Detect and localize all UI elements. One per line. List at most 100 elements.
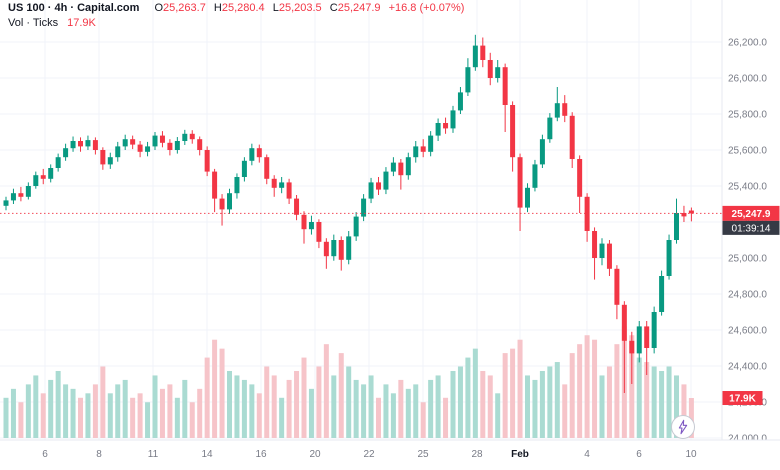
candle [234,173,240,199]
volume-bar [525,375,530,438]
svg-text:25,400.0: 25,400.0 [728,182,767,193]
svg-text:25,800.0: 25,800.0 [728,110,767,121]
candle [25,182,31,200]
low-label: L [272,2,279,14]
candle [480,37,486,68]
candle [592,227,598,280]
candle [63,143,69,161]
volume-bar [48,379,54,438]
volume-bar [495,393,501,438]
volume-bar [279,397,285,438]
candle [279,177,285,194]
volume-bar [249,384,255,438]
volume-bar [40,393,46,438]
symbol-title[interactable]: US 100 · 4h · Capital.com [8,2,140,14]
candle [271,175,277,197]
candle [368,177,374,204]
svg-text:4: 4 [584,449,590,460]
candle [659,270,665,316]
volume-value: 17.9K [67,17,96,29]
candle [621,301,627,393]
volume-bar [227,370,232,438]
volume-bar [532,379,538,438]
svg-text:25,000.0: 25,000.0 [728,254,767,265]
volume-bar [592,339,598,438]
svg-text:6: 6 [636,449,642,460]
volume-bar [331,375,337,438]
volume-bar [100,366,106,438]
candle [599,238,605,266]
candle [539,134,545,168]
volume-bar [152,375,158,438]
candle [674,198,679,244]
volume-bar [174,397,180,438]
volume-bar [681,384,687,438]
bar-countdown: 01:39:14 [722,220,780,235]
volume-bar [666,366,672,438]
volume-bar [480,370,486,438]
volume-bar [651,366,657,438]
svg-text:20: 20 [309,449,321,460]
candle [100,147,106,170]
volume-bar [70,388,76,438]
volume-bar [502,353,508,438]
candle [182,129,188,145]
candle [577,155,583,213]
candle [644,321,650,375]
candle [510,101,516,172]
volume-bar [204,357,210,438]
volume-bar [428,379,434,438]
svg-text:17.9K: 17.9K [729,394,756,405]
volume-bar [264,366,270,438]
candle [457,87,463,114]
candle [115,141,121,162]
candle [323,238,329,269]
candle [130,135,136,150]
high-label: H [213,2,222,14]
volume-bar [390,393,396,438]
low-value: 25,203.5 [278,2,322,14]
candle [167,139,173,156]
svg-text:22: 22 [363,449,375,460]
candle [569,112,575,168]
volume-bar [159,388,165,438]
candle [450,105,456,133]
lightning-icon [678,419,688,435]
volume-bar [130,397,136,438]
ohlc-values: O25,263.7 H25,280.4 L25,203.5 C25,247.9 … [149,1,464,16]
volume-bar [346,366,352,438]
volume-bar [219,348,225,438]
volume-bar [301,357,307,438]
last-price-tag: 25,247.9 [722,205,780,221]
svg-text:14: 14 [201,449,213,460]
candle [413,141,419,163]
quick-trade-button[interactable] [671,415,695,439]
time-scale[interactable]: 6 8 11 14 16 20 22 25 28 Feb 4 6 10 [0,439,780,470]
volume-bar [182,379,188,438]
candle [78,137,83,152]
svg-text:8: 8 [96,449,102,460]
volume-bar [539,370,545,438]
volume-bar [212,339,218,438]
volume-bar [256,393,262,438]
candle [256,144,262,163]
volume-bar [674,375,679,438]
volume-bar [18,402,24,438]
volume-bar [122,379,128,438]
symbol-legend-row[interactable]: US 100 · 4h · Capital.com O25,263.7 H25,… [8,1,464,16]
svg-text:01:39:14: 01:39:14 [732,223,771,234]
open-label: O [154,2,163,14]
volume-bar [487,375,493,438]
candle [308,215,314,235]
volume-bar [353,379,359,438]
candle [688,207,694,222]
candle [554,87,560,122]
candle [532,159,538,192]
candle [383,167,389,195]
volume-bar [189,402,195,438]
volume-bar [465,357,471,438]
volume-bar [450,370,456,438]
volume-bar [413,384,419,438]
volume-legend-row[interactable]: Vol · Ticks 17.9K [8,16,464,31]
